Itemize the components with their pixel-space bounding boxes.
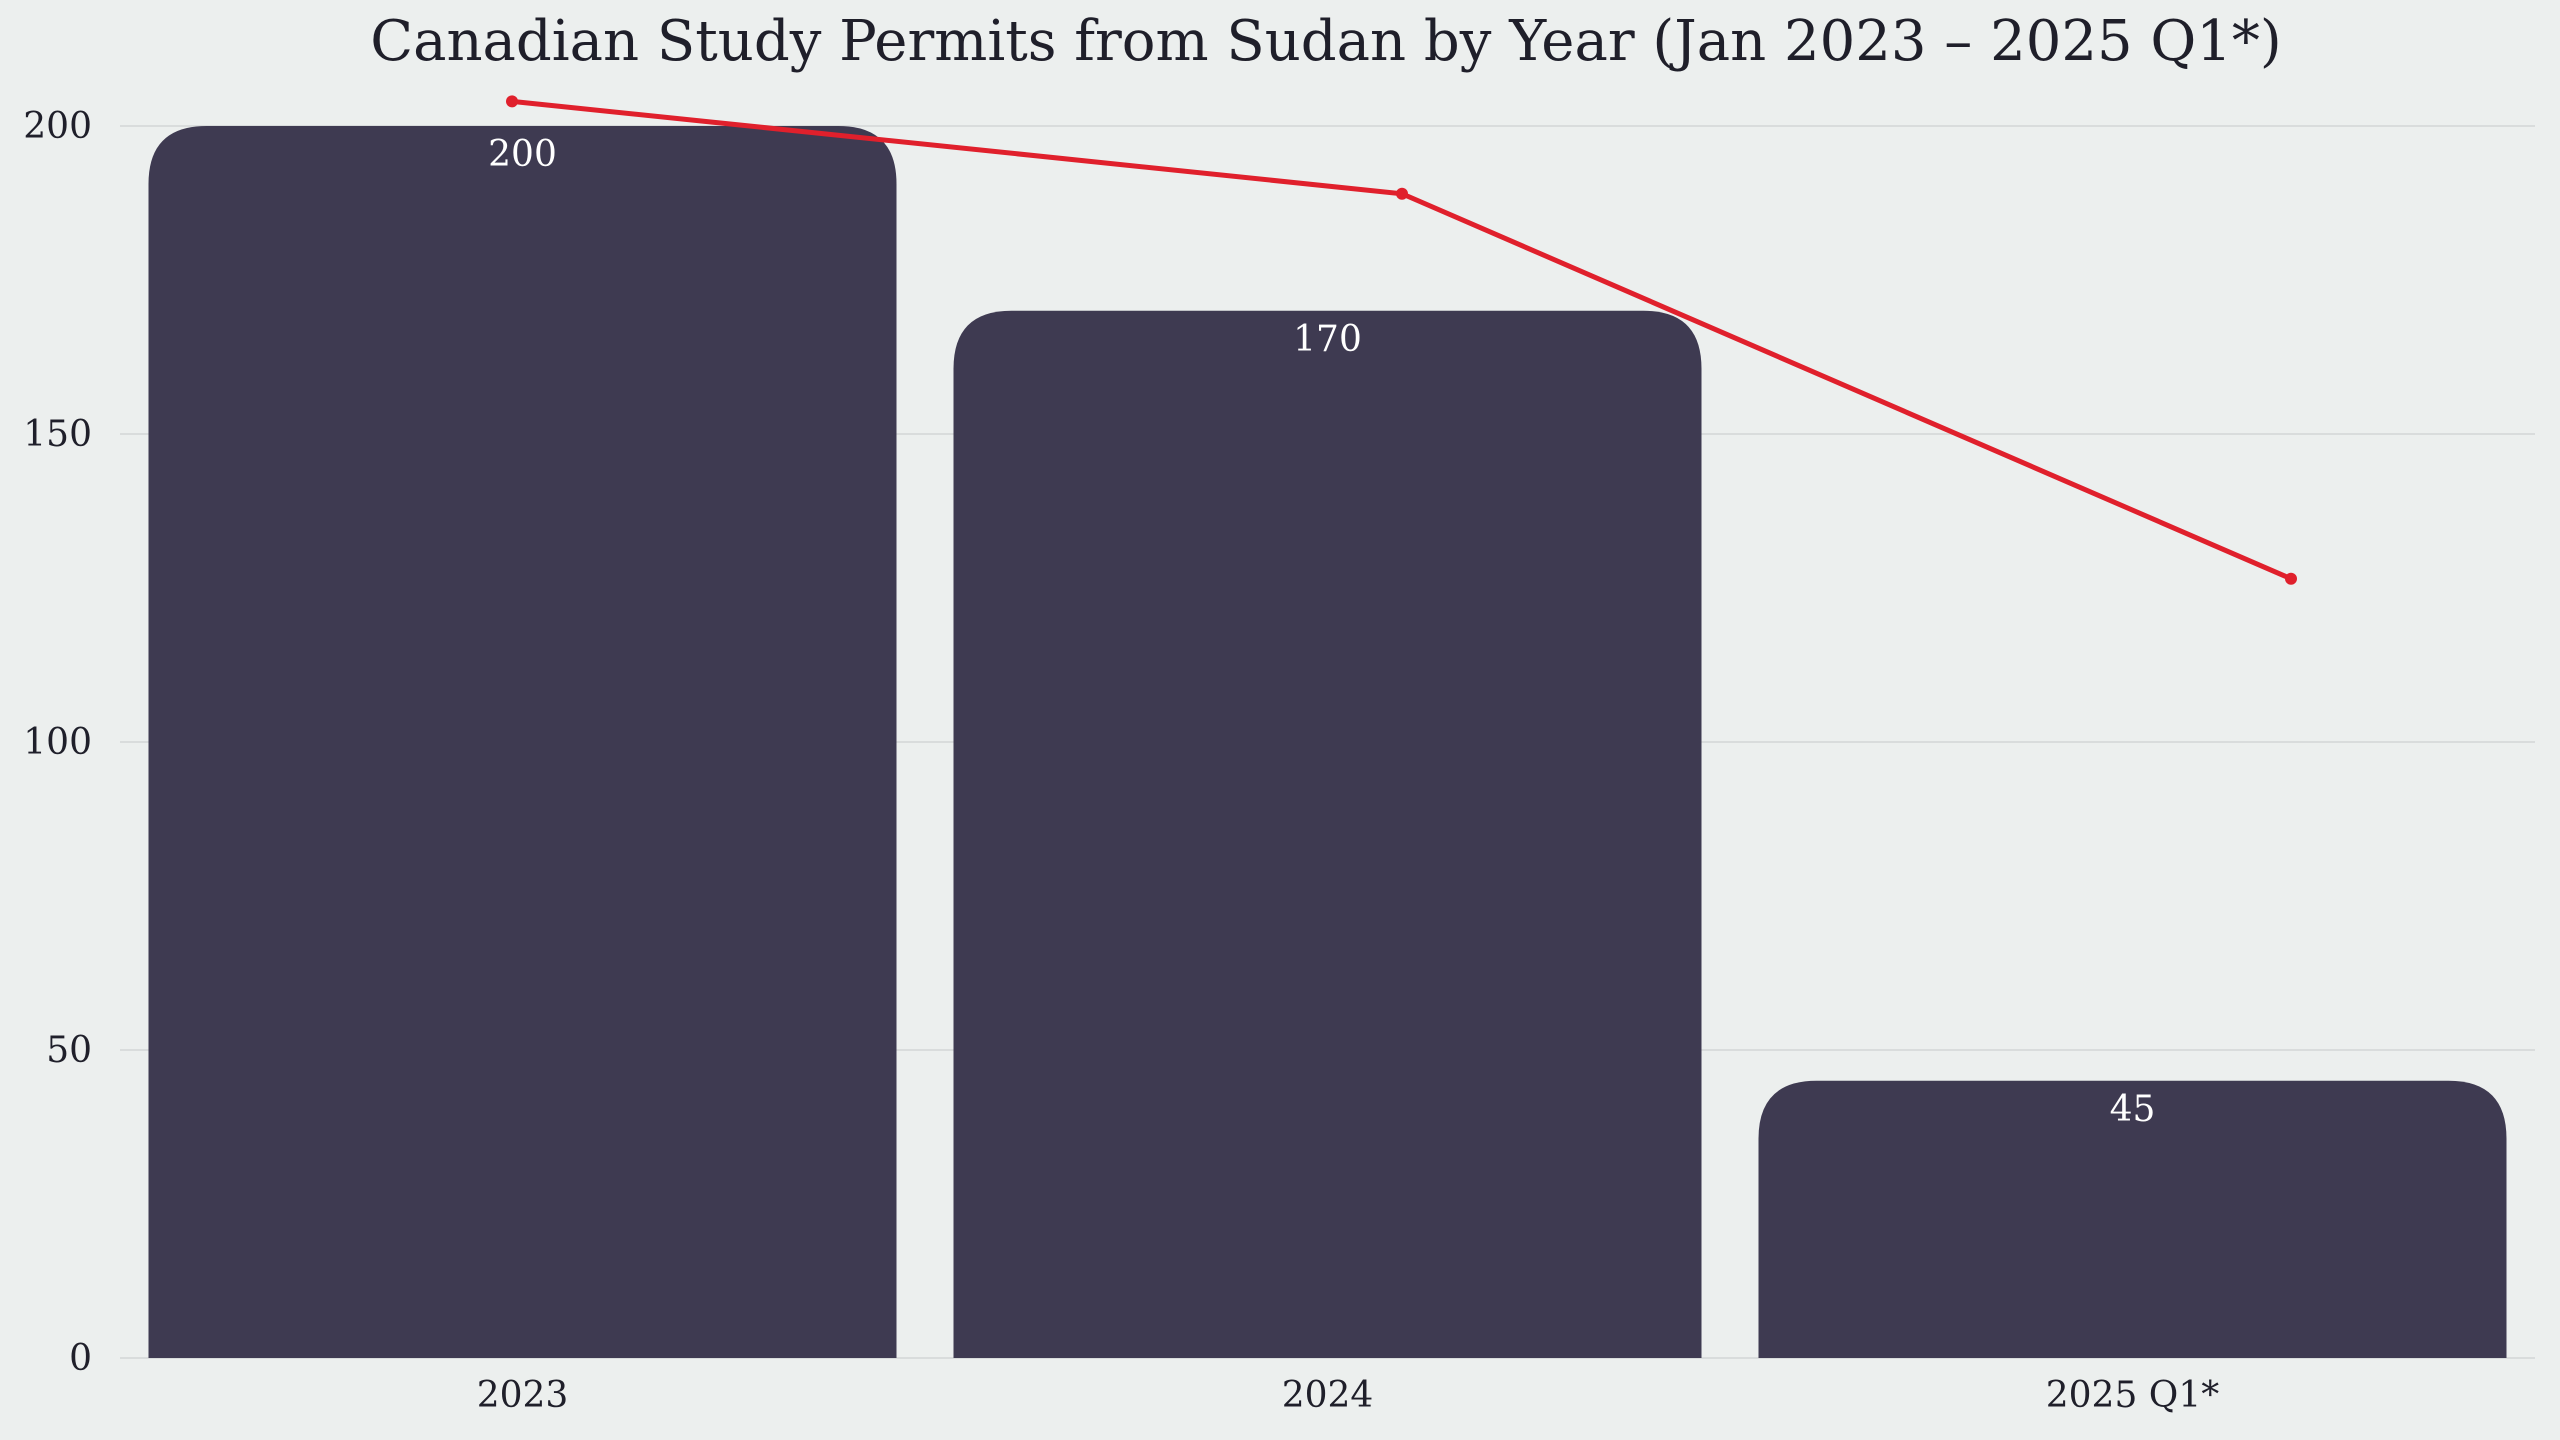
trend-point [1396, 187, 1408, 200]
chart-title: Canadian Study Permits from Sudan by Yea… [370, 9, 2282, 74]
bar-2025-q1- [1758, 1080, 2507, 1358]
y-tick-label: 100 [23, 722, 92, 763]
x-tick-label: 2023 [477, 1375, 569, 1416]
y-tick-label: 50 [46, 1030, 92, 1071]
bar-value-label: 200 [488, 134, 557, 175]
x-tick-label: 2025 Q1* [2046, 1375, 2219, 1416]
bar-2023 [148, 126, 897, 1358]
trend-line-layer [506, 95, 2297, 585]
axes-layer: 0 50 100 150 200 2023 2024 2025 Q1* [23, 106, 2219, 1416]
bars-layer [148, 126, 2507, 1358]
labels-layer: 200 170 45 [488, 134, 2155, 1130]
bar-value-label: 45 [2110, 1089, 2156, 1130]
y-tick-label: 0 [69, 1338, 92, 1379]
y-tick-label: 150 [23, 414, 92, 455]
y-tick-label: 200 [23, 106, 92, 147]
trend-point [506, 95, 518, 108]
bar-2024 [953, 310, 1702, 1358]
trend-point [2285, 572, 2297, 585]
x-tick-label: 2024 [1282, 1375, 1374, 1416]
bar-value-label: 170 [1293, 319, 1362, 360]
